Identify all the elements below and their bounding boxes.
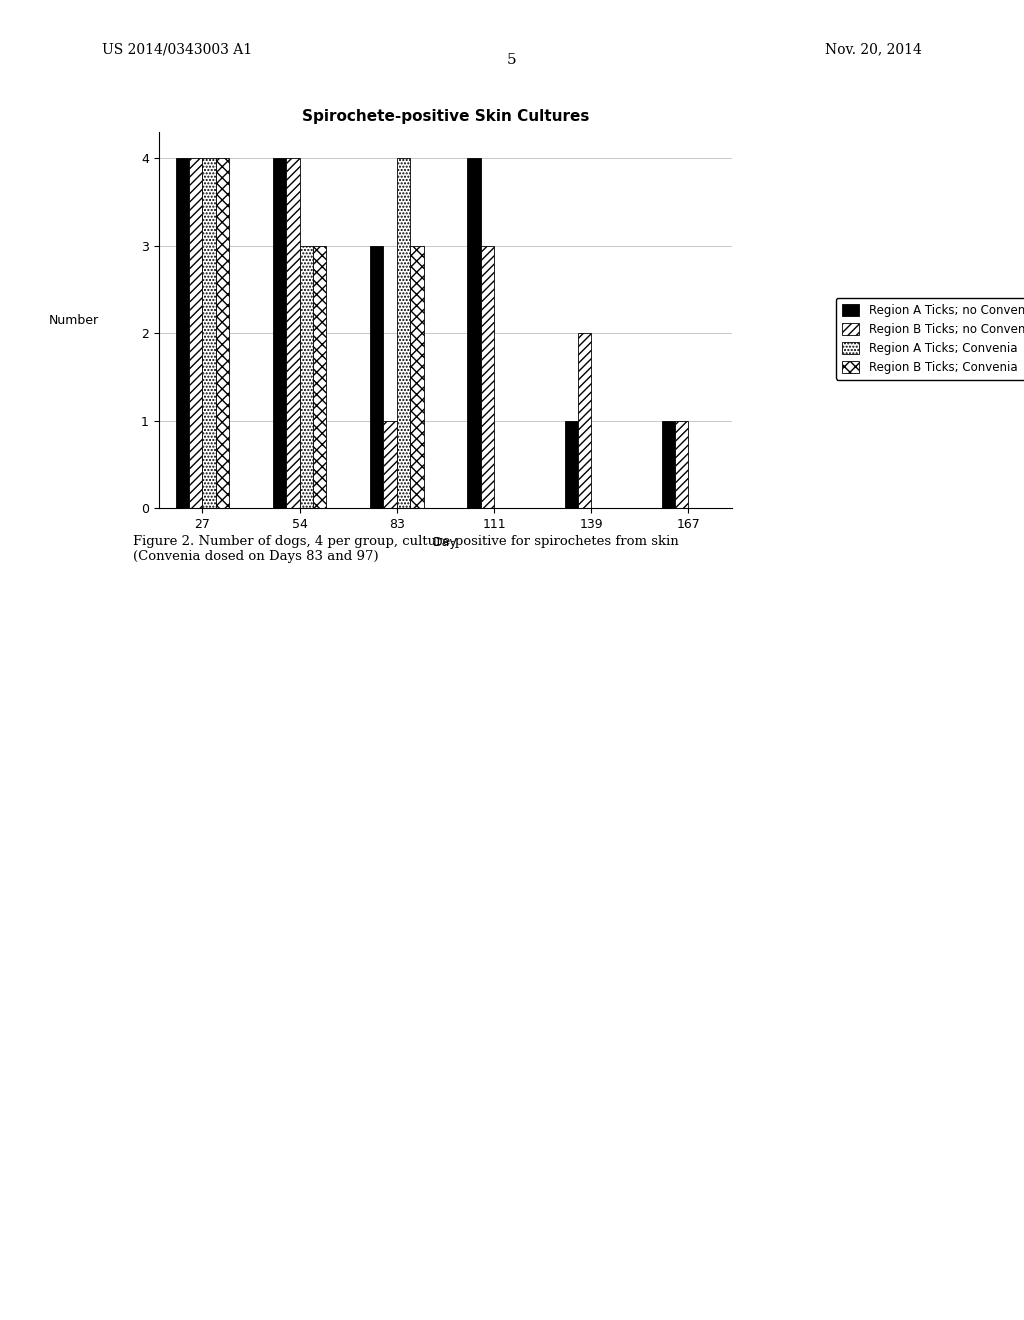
Bar	[564, 421, 578, 508]
Bar	[662, 421, 675, 508]
Bar	[189, 158, 203, 508]
Y-axis label: Number: Number	[49, 314, 99, 326]
X-axis label: Day: Day	[433, 536, 458, 549]
Bar	[287, 158, 300, 508]
Text: Nov. 20, 2014: Nov. 20, 2014	[824, 42, 922, 57]
Bar	[411, 246, 424, 508]
Bar	[383, 421, 397, 508]
Bar	[578, 333, 591, 508]
Text: US 2014/0343003 A1: US 2014/0343003 A1	[102, 42, 253, 57]
Bar	[313, 246, 327, 508]
Bar	[467, 158, 480, 508]
Text: Figure 2. Number of dogs, 4 per group, culture-positive for spirochetes from ski: Figure 2. Number of dogs, 4 per group, c…	[133, 535, 679, 562]
Title: Spirochete-positive Skin Cultures: Spirochete-positive Skin Cultures	[302, 108, 589, 124]
Bar	[480, 246, 494, 508]
Legend: Region A Ticks; no Convenia, Region B Ticks; no Convenia, Region A Ticks; Conven: Region A Ticks; no Convenia, Region B Ti…	[836, 298, 1024, 380]
Bar	[675, 421, 688, 508]
Text: 5: 5	[507, 53, 517, 67]
Bar	[370, 246, 383, 508]
Bar	[203, 158, 216, 508]
Bar	[273, 158, 287, 508]
Bar	[300, 246, 313, 508]
Bar	[397, 158, 411, 508]
Bar	[176, 158, 189, 508]
Bar	[216, 158, 229, 508]
